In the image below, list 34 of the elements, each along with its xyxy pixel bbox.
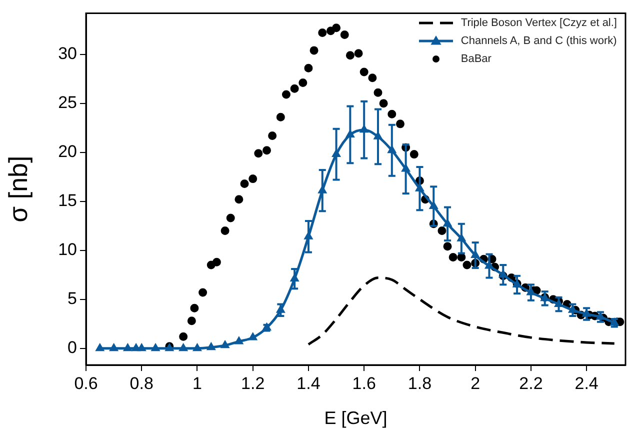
point xyxy=(248,332,258,340)
point xyxy=(151,344,160,352)
y-tick-label: 0 xyxy=(68,338,77,358)
point xyxy=(124,344,132,352)
x-tick-label: 1.6 xyxy=(352,374,376,393)
x-tick-label: 0.6 xyxy=(74,374,98,393)
x-tick-label: 1.8 xyxy=(408,374,432,393)
point xyxy=(206,342,216,350)
legend-label: Channels A, B and C (this work) xyxy=(460,35,617,47)
point xyxy=(220,340,230,348)
x-tick-label: 1.4 xyxy=(296,374,320,393)
legend-label: BaBar xyxy=(460,53,492,65)
y-tick-label: 25 xyxy=(58,93,77,112)
x-tick-label: 1 xyxy=(192,374,202,393)
point xyxy=(234,336,244,344)
x-tick-label: 2 xyxy=(470,374,480,393)
x-tick-label: 0.8 xyxy=(130,374,154,393)
point xyxy=(179,344,188,352)
y-tick-label: 10 xyxy=(58,240,77,260)
point xyxy=(193,344,202,352)
point xyxy=(110,344,118,352)
y-tick-label: 20 xyxy=(58,142,77,162)
x-tick-label: 2.2 xyxy=(519,374,543,393)
x-tick-label: 1.2 xyxy=(241,374,265,393)
y-tick-label: 15 xyxy=(58,191,77,210)
point xyxy=(137,344,146,352)
x-axis-title: E [GeV] xyxy=(324,408,388,428)
line-series xyxy=(307,276,616,346)
x-tick-label: 2.4 xyxy=(574,374,598,393)
y-axis-title: σ [nb] xyxy=(2,156,33,222)
y-tick-label: 5 xyxy=(68,289,77,308)
point xyxy=(96,344,104,352)
y-tick-label: 30 xyxy=(58,44,77,64)
legend-label: Triple Boson Vertex [Czyz et al.] xyxy=(460,17,617,29)
